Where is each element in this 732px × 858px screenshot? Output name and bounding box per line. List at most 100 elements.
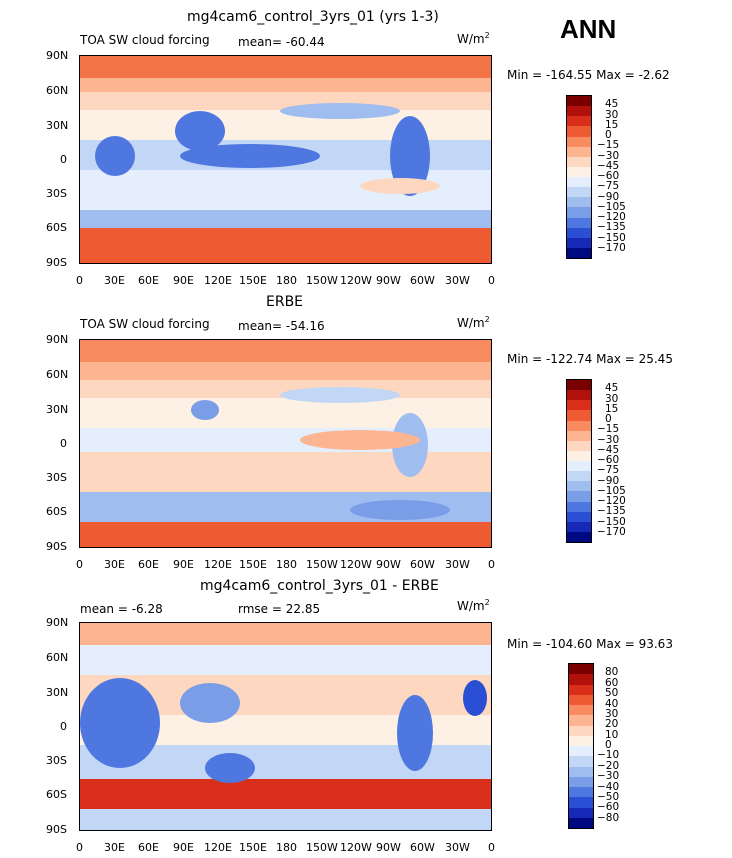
- colorbar-swatch: [567, 531, 591, 542]
- colorbar-swatch: [567, 521, 591, 532]
- panel1-title: mg4cam6_control_3yrs_01 (yrs 1-3): [187, 9, 439, 25]
- colorbar-tick-label: 30: [605, 707, 619, 720]
- colorbar-swatch: [567, 217, 591, 228]
- colorbar-tick-label: 45: [605, 98, 619, 111]
- colorbar-tick-label: 30: [605, 108, 619, 121]
- colorbar-tick-label: 40: [605, 697, 619, 710]
- colorbar-tick-label: 0: [605, 129, 612, 141]
- colorbar-swatch: [567, 177, 591, 188]
- colorbar-swatch: [569, 817, 593, 828]
- colorbar-swatch: [567, 380, 591, 391]
- colorbar-swatch: [567, 187, 591, 198]
- colorbar-tick-label: −60: [597, 454, 620, 466]
- panel2-minmax: Min = -122.74 Max = 25.45: [507, 352, 673, 366]
- colorbar-swatch: [567, 156, 591, 167]
- colorbar-tick-label: 30: [605, 392, 619, 405]
- colorbar-swatch: [569, 735, 593, 746]
- colorbar-tick-label: −45: [597, 443, 620, 456]
- colorbar-swatch: [567, 136, 591, 147]
- colorbar-tick-label: −105: [597, 200, 626, 213]
- season-label: ANN: [560, 14, 617, 44]
- colorbar-tick-label: −40: [597, 780, 620, 793]
- colorbar-tick-label: −90: [597, 474, 620, 487]
- colorbar-tick-label: −150: [597, 231, 626, 244]
- colorbar-swatch: [567, 491, 591, 502]
- colorbar-swatch: [569, 776, 593, 787]
- colorbar-tick-label: −120: [597, 495, 626, 507]
- colorbar-swatch: [567, 461, 591, 472]
- colorbar-tick-label: −50: [597, 790, 620, 803]
- colorbar-tick-label: −75: [597, 180, 620, 193]
- panel1-minmax: Min = -164.55 Max = -2.62: [507, 68, 670, 82]
- colorbar-swatch: [569, 664, 593, 675]
- colorbar-tick-label: −20: [597, 759, 620, 772]
- colorbar-swatch: [569, 674, 593, 685]
- colorbar-tick-label: 80: [605, 666, 619, 679]
- colorbar-swatch: [569, 725, 593, 736]
- colorbar-swatch: [567, 450, 591, 461]
- colorbar-swatch: [567, 410, 591, 421]
- panel2-units: W/m2: [457, 315, 490, 330]
- colorbar-tick-label: −60: [597, 170, 620, 182]
- panel3-title: mg4cam6_control_3yrs_01 - ERBE: [200, 578, 439, 594]
- colorbar-swatch: [567, 420, 591, 431]
- colorbar-tick-label: −135: [597, 505, 626, 518]
- panel2-mean-label: mean= -54.16: [238, 319, 325, 333]
- colorbar-tick-label: −150: [597, 515, 626, 528]
- colorbar-swatch: [567, 106, 591, 117]
- colorbar-tick-label: −45: [597, 159, 620, 172]
- colorbar-tick-label: −135: [597, 221, 626, 234]
- colorbar-tick-label: −10: [597, 749, 620, 762]
- colorbar-swatch: [567, 146, 591, 157]
- panel1-mean-label: mean= -60.44: [238, 35, 325, 49]
- colorbar-tick-label: −15: [597, 423, 620, 436]
- colorbar-swatch: [569, 684, 593, 695]
- colorbar-swatch: [569, 807, 593, 818]
- colorbar-tick-label: 50: [605, 687, 619, 700]
- colorbar-swatch: [569, 746, 593, 757]
- colorbar-swatch: [567, 481, 591, 492]
- colorbar-tick-label: 10: [605, 728, 619, 741]
- colorbar-swatch: [569, 797, 593, 808]
- colorbar-swatch: [569, 787, 593, 798]
- colorbar-swatch: [569, 715, 593, 726]
- colorbar-tick-label: −75: [597, 464, 620, 477]
- panel3-colorbar: [568, 663, 594, 829]
- colorbar-swatch: [567, 501, 591, 512]
- panel3-rmse-label: rmse = 22.85: [238, 602, 321, 616]
- colorbar-swatch: [569, 705, 593, 716]
- colorbar-swatch: [567, 440, 591, 451]
- panel3-minmax: Min = -104.60 Max = 93.63: [507, 637, 673, 651]
- panel1-units: W/m2: [457, 31, 490, 46]
- panel3-map: [79, 622, 492, 831]
- panel2-title: ERBE: [266, 294, 304, 310]
- colorbar-swatch: [567, 207, 591, 218]
- colorbar-tick-label: −15: [597, 139, 620, 152]
- colorbar-swatch: [567, 227, 591, 238]
- colorbar-swatch: [567, 116, 591, 127]
- colorbar-tick-label: −105: [597, 484, 626, 497]
- colorbar-swatch: [569, 694, 593, 705]
- colorbar-tick-label: −170: [597, 241, 626, 254]
- colorbar-tick-label: −30: [597, 770, 620, 783]
- colorbar-swatch: [569, 766, 593, 777]
- colorbar-tick-label: −30: [597, 433, 620, 446]
- colorbar-tick-label: 45: [605, 382, 619, 395]
- colorbar-tick-label: −30: [597, 149, 620, 162]
- colorbar-swatch: [567, 390, 591, 401]
- colorbar-tick-label: 15: [605, 402, 619, 415]
- colorbar-swatch: [567, 96, 591, 107]
- colorbar-tick-label: 0: [605, 413, 612, 425]
- panel2-colorbar: [566, 379, 592, 543]
- panel1-colorbar: [566, 95, 592, 259]
- colorbar-swatch: [567, 430, 591, 441]
- colorbar-swatch: [567, 197, 591, 208]
- panel1-left-label: TOA SW cloud forcing: [80, 33, 210, 47]
- panel3-units: W/m2: [457, 598, 490, 613]
- colorbar-swatch: [567, 126, 591, 137]
- panel2-left-label: TOA SW cloud forcing: [80, 317, 210, 331]
- colorbar-tick-label: 15: [605, 118, 619, 131]
- panel2-map: [79, 339, 492, 548]
- colorbar-swatch: [567, 247, 591, 258]
- colorbar-tick-label: −90: [597, 190, 620, 203]
